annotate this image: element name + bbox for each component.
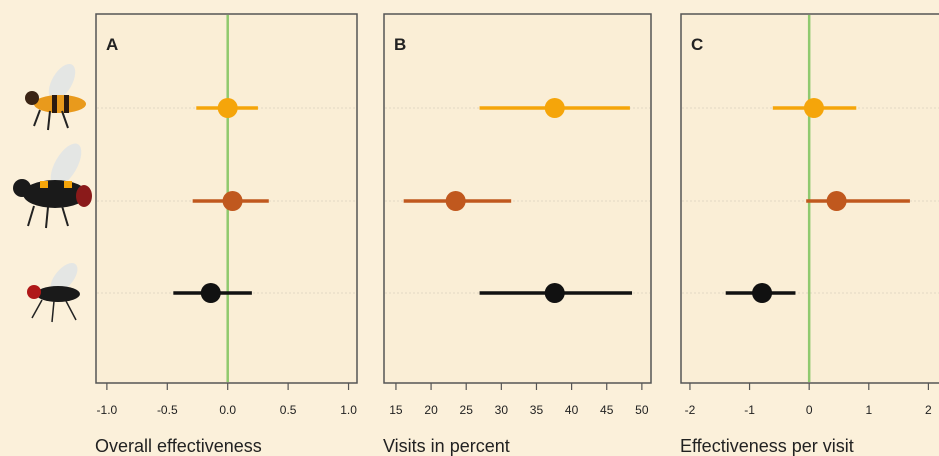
estimate-point	[218, 98, 238, 118]
x-tick-label: -0.5	[157, 403, 178, 417]
panel-label: A	[106, 35, 118, 54]
page: {"chart_data": [ {"type": "errorbar", "p…	[0, 0, 939, 456]
x-tick-label: 1	[865, 403, 872, 417]
x-tick-label: 0.0	[219, 403, 236, 417]
x-tick-label: 20	[424, 403, 438, 417]
x-tick-label: 1.0	[340, 403, 357, 417]
x-tick-label: 2	[925, 403, 932, 417]
x-tick-label: 50	[635, 403, 649, 417]
x-axis-label: Overall effectiveness	[95, 436, 262, 456]
panel-label: B	[394, 35, 406, 54]
honeybee-icon	[25, 60, 86, 130]
x-tick-label: -1.0	[97, 403, 118, 417]
estimate-point	[752, 283, 772, 303]
x-tick-label: 15	[389, 403, 403, 417]
estimate-point	[201, 283, 221, 303]
x-tick-label: 40	[565, 403, 579, 417]
estimate-point	[827, 191, 847, 211]
bumblebee-icon	[13, 139, 92, 228]
x-tick-label: 35	[530, 403, 544, 417]
x-tick-label: 0.5	[280, 403, 297, 417]
x-tick-label: 45	[600, 403, 614, 417]
x-tick-label: 30	[495, 403, 509, 417]
x-tick-label: 0	[806, 403, 813, 417]
estimate-point	[223, 191, 243, 211]
x-tick-label: 25	[460, 403, 474, 417]
panel-label: C	[691, 35, 703, 54]
panel-background	[384, 14, 651, 383]
estimate-point	[446, 191, 466, 211]
estimate-point	[545, 98, 565, 118]
x-tick-label: -2	[685, 403, 696, 417]
x-axis-label: Effectiveness per visit	[680, 436, 854, 456]
x-axis-label: Visits in percent	[383, 436, 510, 456]
x-tick-label: -1	[744, 403, 755, 417]
estimate-point	[545, 283, 565, 303]
chart: -1.0 -0.5 0.0 0.5 1.0 A Overall effectiveness 1…	[0, 0, 939, 456]
fly-icon	[27, 258, 82, 322]
estimate-point	[804, 98, 824, 118]
